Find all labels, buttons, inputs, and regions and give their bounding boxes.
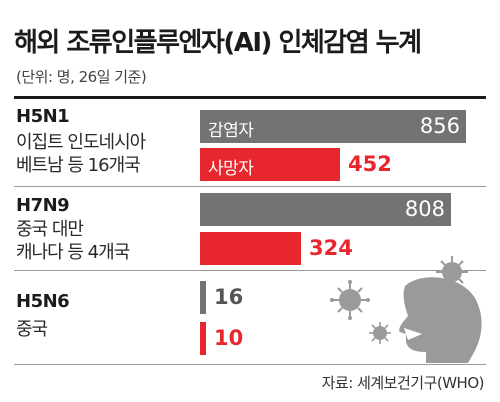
virus-and-coughing-head-icon [330,256,482,363]
countries-line: 중국 [16,319,48,340]
value-label: 452 [348,152,392,176]
infected-bar [200,281,206,314]
value-label: 324 [309,236,353,260]
infected-bar [200,193,451,226]
series-label: 감염자 [208,121,254,141]
series-label: 사망자 [208,159,254,179]
countries-label: 중국 [16,318,48,341]
countries-line: 캐나다 등 4개국 [16,242,130,263]
strain-label: H5N1 [16,106,70,127]
deaths-bar [200,232,301,265]
deaths-bar [200,322,206,355]
group-divider [14,270,486,271]
strain-label: H7N9 [16,195,70,216]
chart-title: 해외 조류인플루엔자(AI) 인체감염 누계 [14,28,422,58]
bottom-rule [14,364,486,365]
chart-subtitle: (단위: 명, 26일 기준) [16,68,147,86]
countries-label: 이집트 인도네시아 베트남 등 16개국 [16,131,146,177]
countries-line: 중국 대만 [16,219,84,240]
strain-label: H5N6 [16,291,70,312]
countries-label: 중국 대만 캐나다 등 4개국 [16,218,130,264]
value-label: 856 [419,114,460,138]
deaths-bar [200,148,340,181]
group-divider [14,186,486,187]
countries-line: 이집트 인도네시아 [16,132,146,153]
source-note: 자료: 세계보건기구(WHO) [321,374,485,392]
title-rule [14,96,486,99]
value-label: 808 [404,197,445,221]
value-label: 10 [214,326,244,350]
infected-bar [200,110,466,143]
value-label: 16 [214,285,244,309]
countries-line: 베트남 등 16개국 [16,155,141,176]
